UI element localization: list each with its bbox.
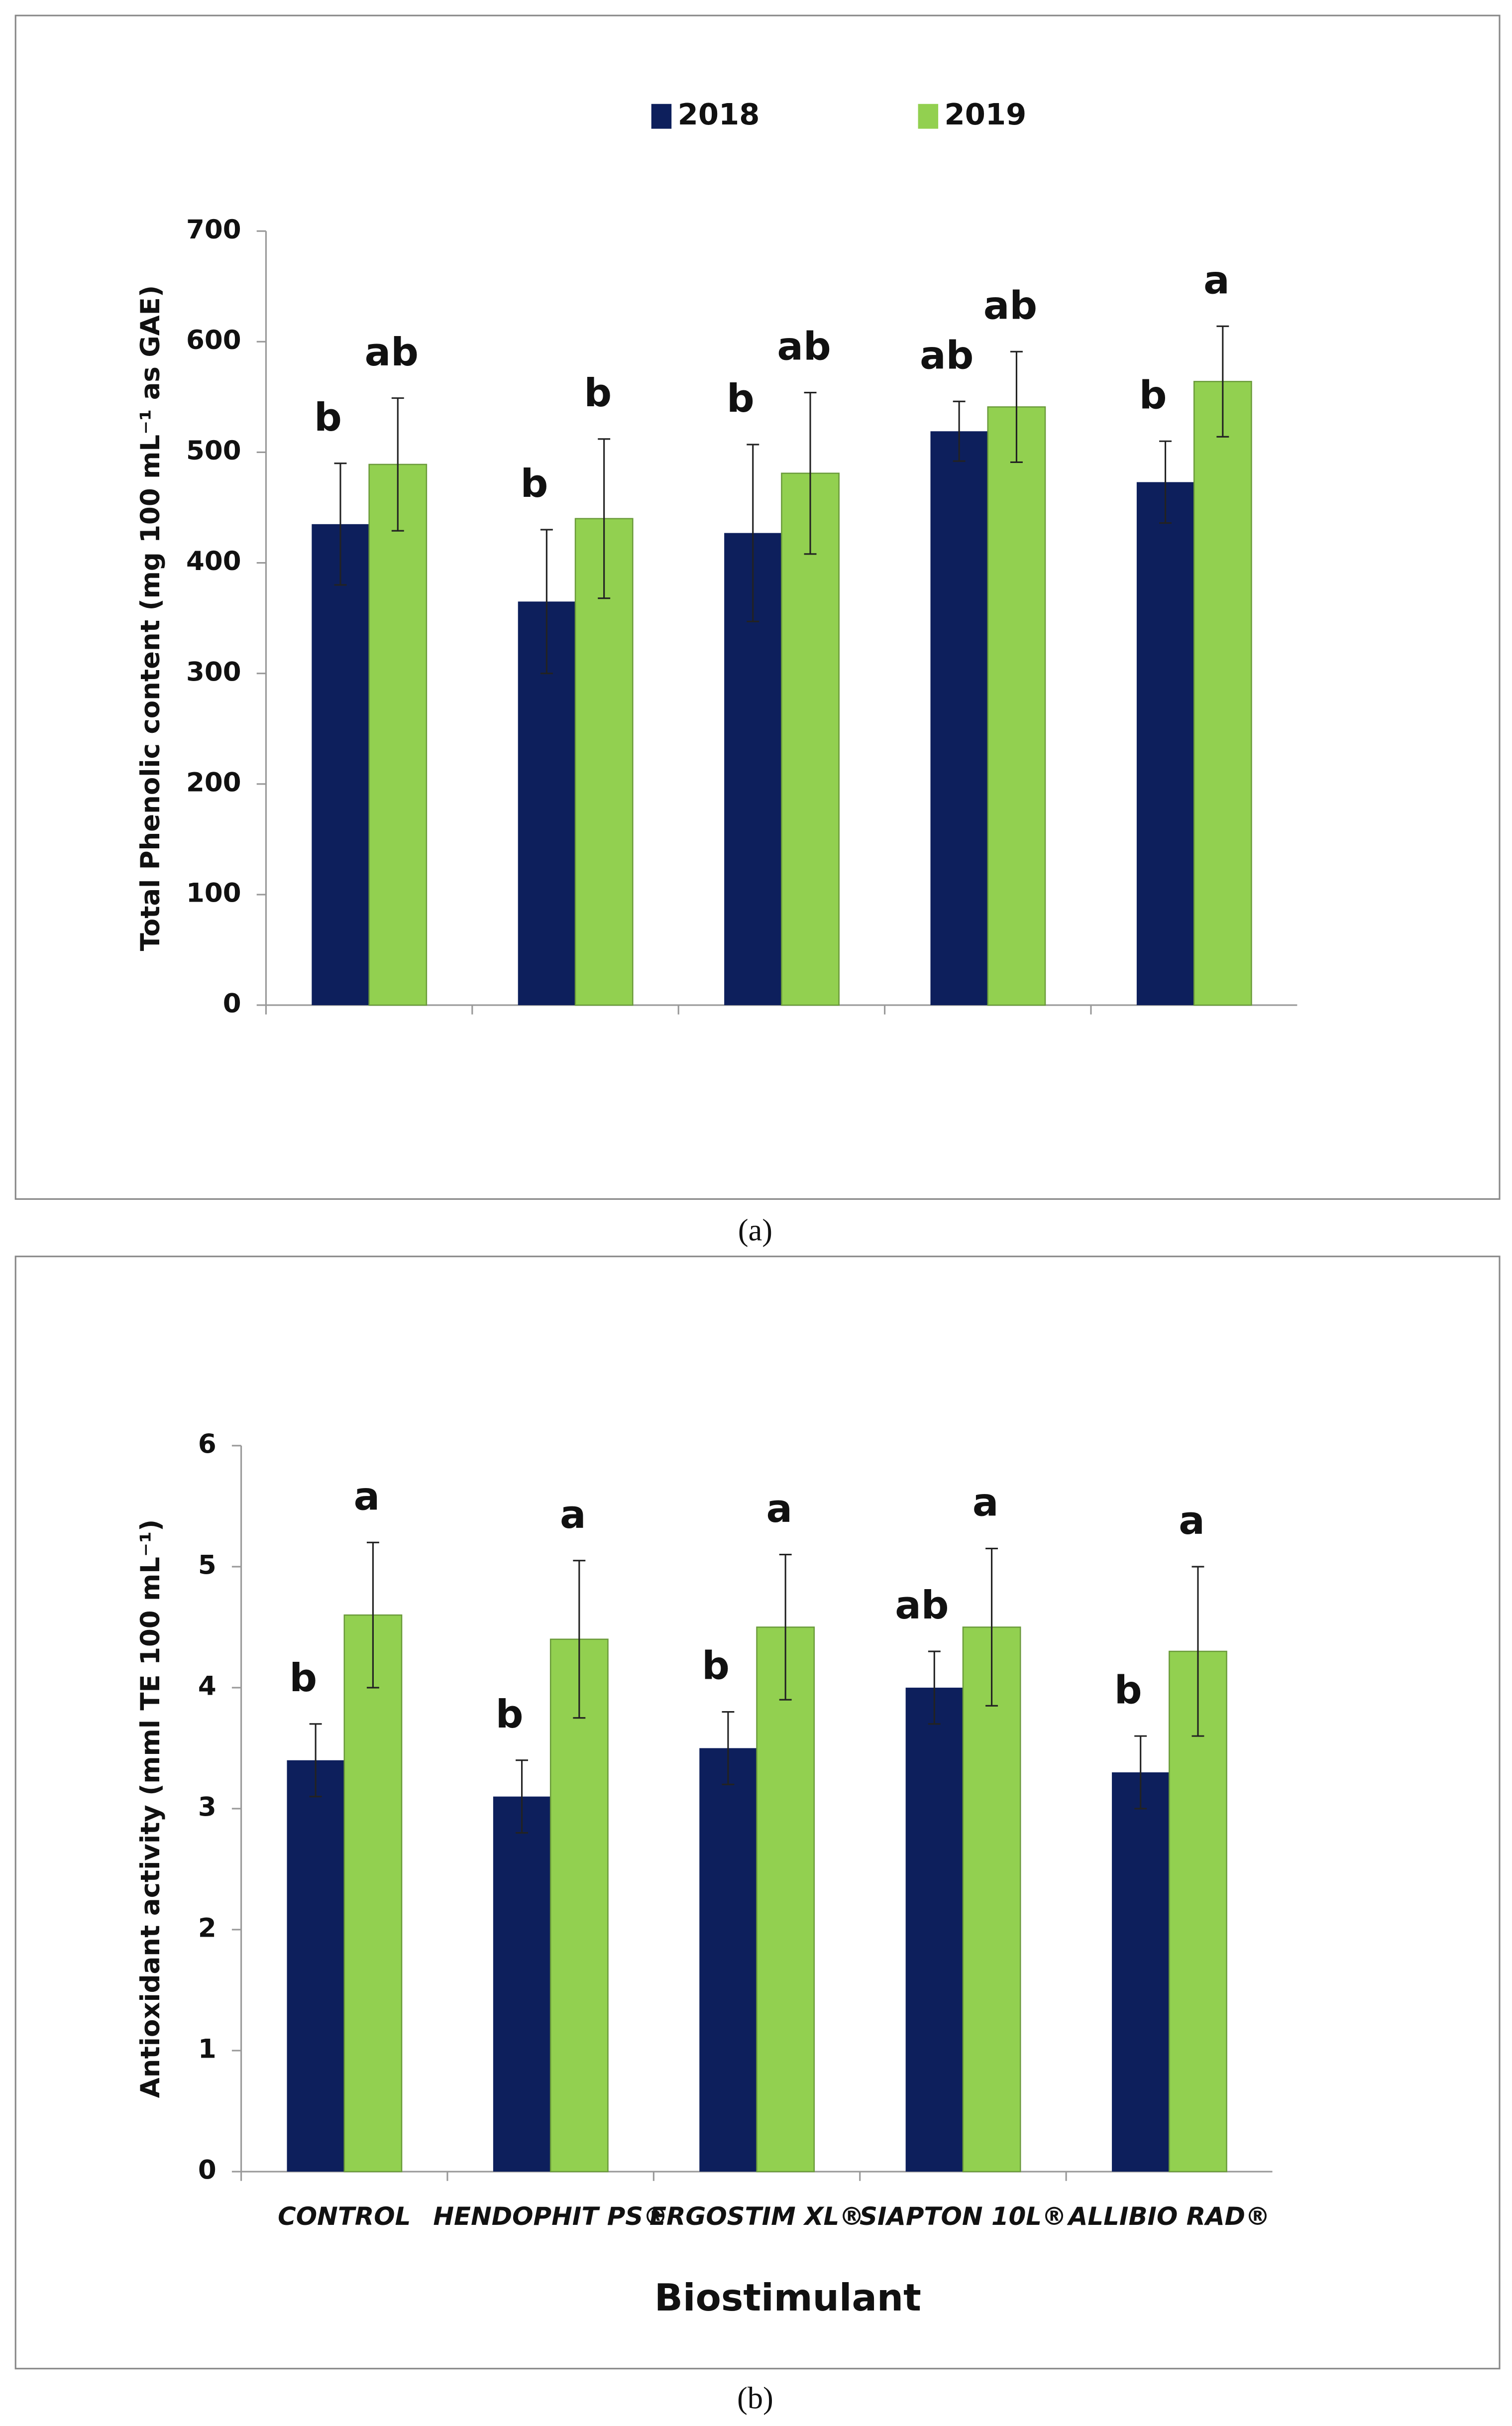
y-tick-label: 3 — [198, 1792, 216, 1823]
bar — [1136, 482, 1194, 1005]
significance-letter: ab — [777, 325, 831, 369]
y-tick-label: 700 — [186, 215, 241, 245]
significance-letter: a — [766, 1487, 792, 1531]
bar — [699, 1748, 757, 2172]
x-tick-label: CONTROL — [278, 2202, 411, 2231]
significance-letter: a — [560, 1493, 586, 1537]
error-bar — [573, 1560, 586, 1719]
significance-letter: b — [521, 462, 548, 506]
error-bar — [928, 1650, 941, 1725]
error-bar — [540, 529, 553, 675]
bar — [962, 1626, 1021, 2173]
error-bar — [953, 400, 966, 462]
significance-letter: b — [314, 395, 342, 440]
y-tick-label: 200 — [186, 767, 241, 798]
legend-swatch — [651, 104, 672, 129]
significance-letter: ab — [920, 334, 973, 378]
error-bar — [722, 1711, 735, 1785]
significance-letter: b — [1139, 373, 1167, 418]
error-bar — [516, 1759, 528, 1834]
error-bar — [598, 438, 611, 599]
bar — [549, 1638, 609, 2173]
error-bar — [1010, 350, 1023, 463]
error-bar — [1216, 325, 1229, 438]
error-bar — [1134, 1735, 1147, 1810]
legend-swatch — [918, 104, 939, 129]
bar — [493, 1796, 551, 2172]
y-tick-label: 0 — [198, 2155, 216, 2186]
x-axis-title: Biostimulant — [654, 2276, 921, 2319]
significance-letter: ab — [895, 1583, 949, 1628]
x-tick-label: HENDOPHIT PS® — [433, 2202, 668, 2231]
caption: (a) — [738, 1213, 772, 1247]
error-bar — [1159, 440, 1172, 524]
y-tick-label: 300 — [186, 657, 241, 687]
significance-letter: b — [1114, 1668, 1142, 1713]
significance-letter: ab — [983, 284, 1037, 329]
x-tick-label: ALLIBIO RAD® — [1067, 2202, 1270, 2231]
y-tick-label: 400 — [186, 546, 241, 577]
significance-letter: a — [1179, 1499, 1205, 1543]
significance-letter: a — [354, 1475, 380, 1519]
error-bar — [747, 444, 759, 622]
y-tick-label: 600 — [186, 325, 241, 355]
bar — [905, 1687, 963, 2172]
bar — [930, 431, 988, 1005]
bar — [287, 1760, 344, 2172]
significance-letter: ab — [365, 330, 419, 375]
y-tick-label: 2 — [198, 1913, 216, 1944]
caption: (b) — [737, 2381, 773, 2415]
bar — [312, 524, 369, 1005]
y-tick-label: 1 — [198, 2034, 216, 2065]
y-tick-label: 100 — [186, 878, 241, 909]
y-tick-label: 500 — [186, 436, 241, 466]
significance-letter: b — [727, 376, 755, 421]
y-tick-label: 0 — [223, 989, 241, 1019]
x-tick-label: ERGOSTIM XL® — [649, 2202, 864, 2231]
significance-letter: b — [289, 1656, 317, 1701]
y-axis-title: Total Phenolic content (mg 100 mL⁻¹ as G… — [135, 285, 166, 951]
bar — [368, 463, 428, 1006]
error-bar — [985, 1547, 998, 1707]
y-tick-label: 5 — [198, 1550, 216, 1581]
x-tick-label: SIAPTON 10L® — [860, 2202, 1067, 2231]
error-bar — [804, 391, 817, 555]
y-tick-label: 6 — [198, 1429, 216, 1460]
bar — [1169, 1650, 1227, 2173]
y-axis-title: Antioxidant activity (mml TE 100 mL⁻¹) — [135, 1519, 166, 2098]
significance-letter: b — [702, 1644, 730, 1689]
bar — [756, 1626, 815, 2173]
bar — [1112, 1772, 1170, 2172]
bar — [1193, 381, 1252, 1006]
bar — [987, 406, 1046, 1006]
error-bar — [334, 462, 347, 586]
significance-letter: b — [584, 371, 612, 416]
significance-letter: a — [1203, 258, 1230, 303]
bar — [781, 472, 840, 1006]
bar — [343, 1614, 403, 2173]
y-tick-label: 4 — [198, 1671, 216, 1702]
error-bar — [779, 1554, 792, 1701]
error-bar — [1191, 1566, 1204, 1737]
significance-letter: a — [972, 1481, 999, 1525]
legend-label: 2019 — [945, 97, 1027, 131]
error-bar — [366, 1541, 379, 1689]
error-bar — [391, 397, 404, 532]
significance-letter: b — [496, 1692, 524, 1737]
legend-label: 2018 — [678, 97, 760, 131]
error-bar — [309, 1723, 322, 1798]
